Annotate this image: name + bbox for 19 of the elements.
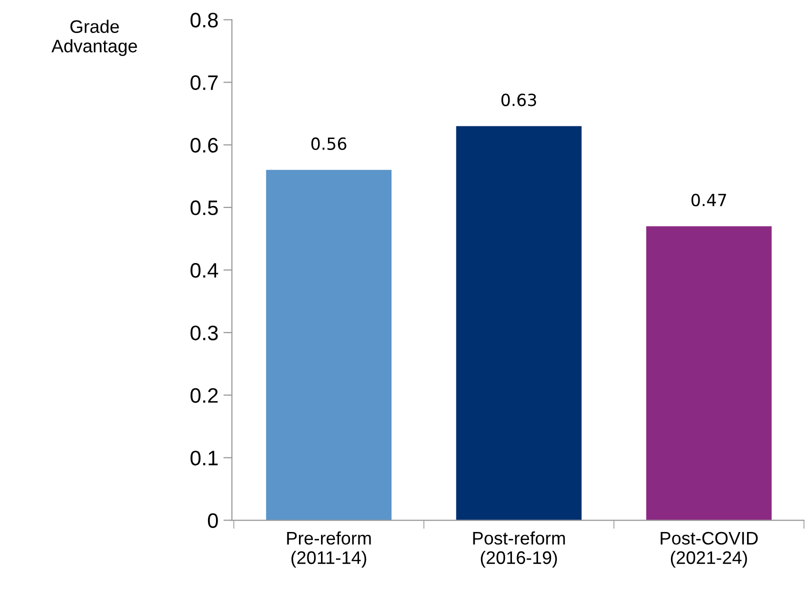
bar: [456, 126, 582, 520]
y-axis-title: Grade Advantage: [51, 20, 137, 56]
y-tick-label: 0.4: [190, 263, 218, 278]
y-tick-label: 0.2: [190, 388, 218, 403]
y-tick-label: 0: [208, 513, 218, 528]
data-label: 0.63: [501, 94, 536, 106]
y-tick-label: 0.8: [190, 12, 218, 28]
y-tick-label: 0.3: [190, 326, 218, 340]
y-tick-label: 0.1: [190, 450, 218, 466]
x-tick-label: Post-reform (2016-19): [473, 531, 565, 568]
y-tick-label: 0.6: [190, 138, 218, 153]
bar: [266, 170, 392, 520]
x-tick-label: Post-COVID (2021-24): [660, 532, 758, 568]
x-tick-label: Pre-reform (2011-14): [287, 531, 371, 568]
y-tick-label: 0.7: [190, 75, 218, 90]
data-label: 0.47: [691, 194, 726, 206]
data-label: 0.56: [311, 137, 346, 150]
bar: [646, 226, 772, 520]
y-tick-label: 0.5: [190, 200, 218, 216]
